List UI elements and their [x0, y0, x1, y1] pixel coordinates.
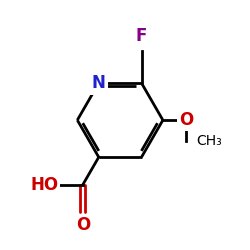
- Text: F: F: [136, 27, 147, 45]
- Text: CH₃: CH₃: [196, 134, 222, 148]
- Text: N: N: [92, 74, 106, 92]
- Text: HO: HO: [30, 176, 58, 194]
- Text: O: O: [76, 216, 90, 234]
- Text: O: O: [179, 111, 193, 129]
